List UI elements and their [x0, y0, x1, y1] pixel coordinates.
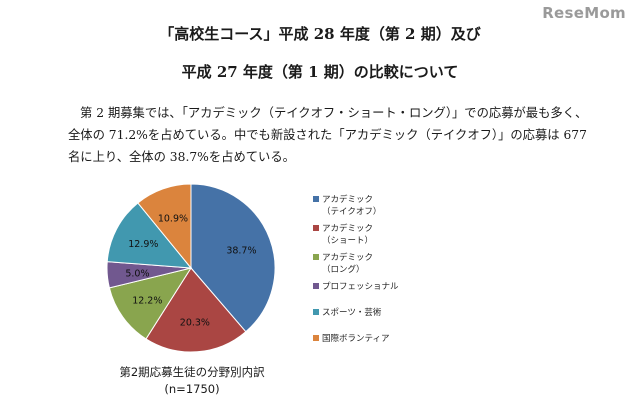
resemom-watermark: ReseMom: [542, 4, 626, 22]
legend-label: （ロング）: [322, 264, 365, 275]
legend-label: （テイクオフ）: [322, 206, 381, 217]
chart-subtitle: (n=1750): [164, 382, 220, 396]
pie-data-labels: 38.7% 20.3% 12.2% 5.0% 12.9% 10.9%: [125, 213, 256, 328]
pie-slice: [145, 267, 247, 353]
pie-slice-label: 38.7%: [226, 245, 256, 256]
legend-label: （ショート）: [322, 235, 373, 246]
legend-swatch: [313, 225, 319, 231]
legend-label: アカデミック: [322, 252, 373, 263]
pie-slice: [106, 202, 193, 269]
pie-slices: [106, 183, 276, 353]
summary-paragraph: 第 2 期募集では、「アカデミック（テイクオフ・ショート・ロング）」での応募が最…: [68, 106, 588, 164]
legend-swatch: [313, 196, 319, 202]
legend-swatch: [313, 335, 319, 341]
pie-slice: [190, 183, 276, 333]
legend-swatch: [313, 254, 319, 260]
heading-line-2: 平成 27 年度（第 1 期）の比較について: [181, 63, 459, 81]
heading-line-1: 「高校生コース」平成 28 年度（第 2 期）及び: [159, 25, 481, 43]
pie-slice: [108, 267, 193, 340]
legend-label: アカデミック: [322, 223, 373, 234]
legend-label: スポーツ・芸術: [322, 307, 382, 318]
chart-title: 第2期応募生徒の分野別内訳: [119, 365, 265, 379]
legend-label: プロフェッショナル: [322, 282, 399, 292]
pie-slice-label: 5.0%: [125, 268, 149, 279]
legend-label: アカデミック: [322, 194, 373, 205]
pie-slice-label: 10.9%: [158, 213, 188, 224]
pie-slice-label: 12.9%: [128, 239, 158, 250]
legend-swatch: [313, 283, 319, 289]
pie-slice-label: 20.3%: [180, 318, 210, 329]
pie-slice-label: 12.2%: [132, 295, 162, 306]
chart-legend: アカデミック（テイクオフ）アカデミック（ショート）アカデミック（ロング）プロフェ…: [313, 194, 399, 344]
legend-swatch: [313, 309, 319, 315]
legend-label: 国際ボランティア: [322, 333, 390, 344]
pie-slice: [137, 183, 192, 270]
